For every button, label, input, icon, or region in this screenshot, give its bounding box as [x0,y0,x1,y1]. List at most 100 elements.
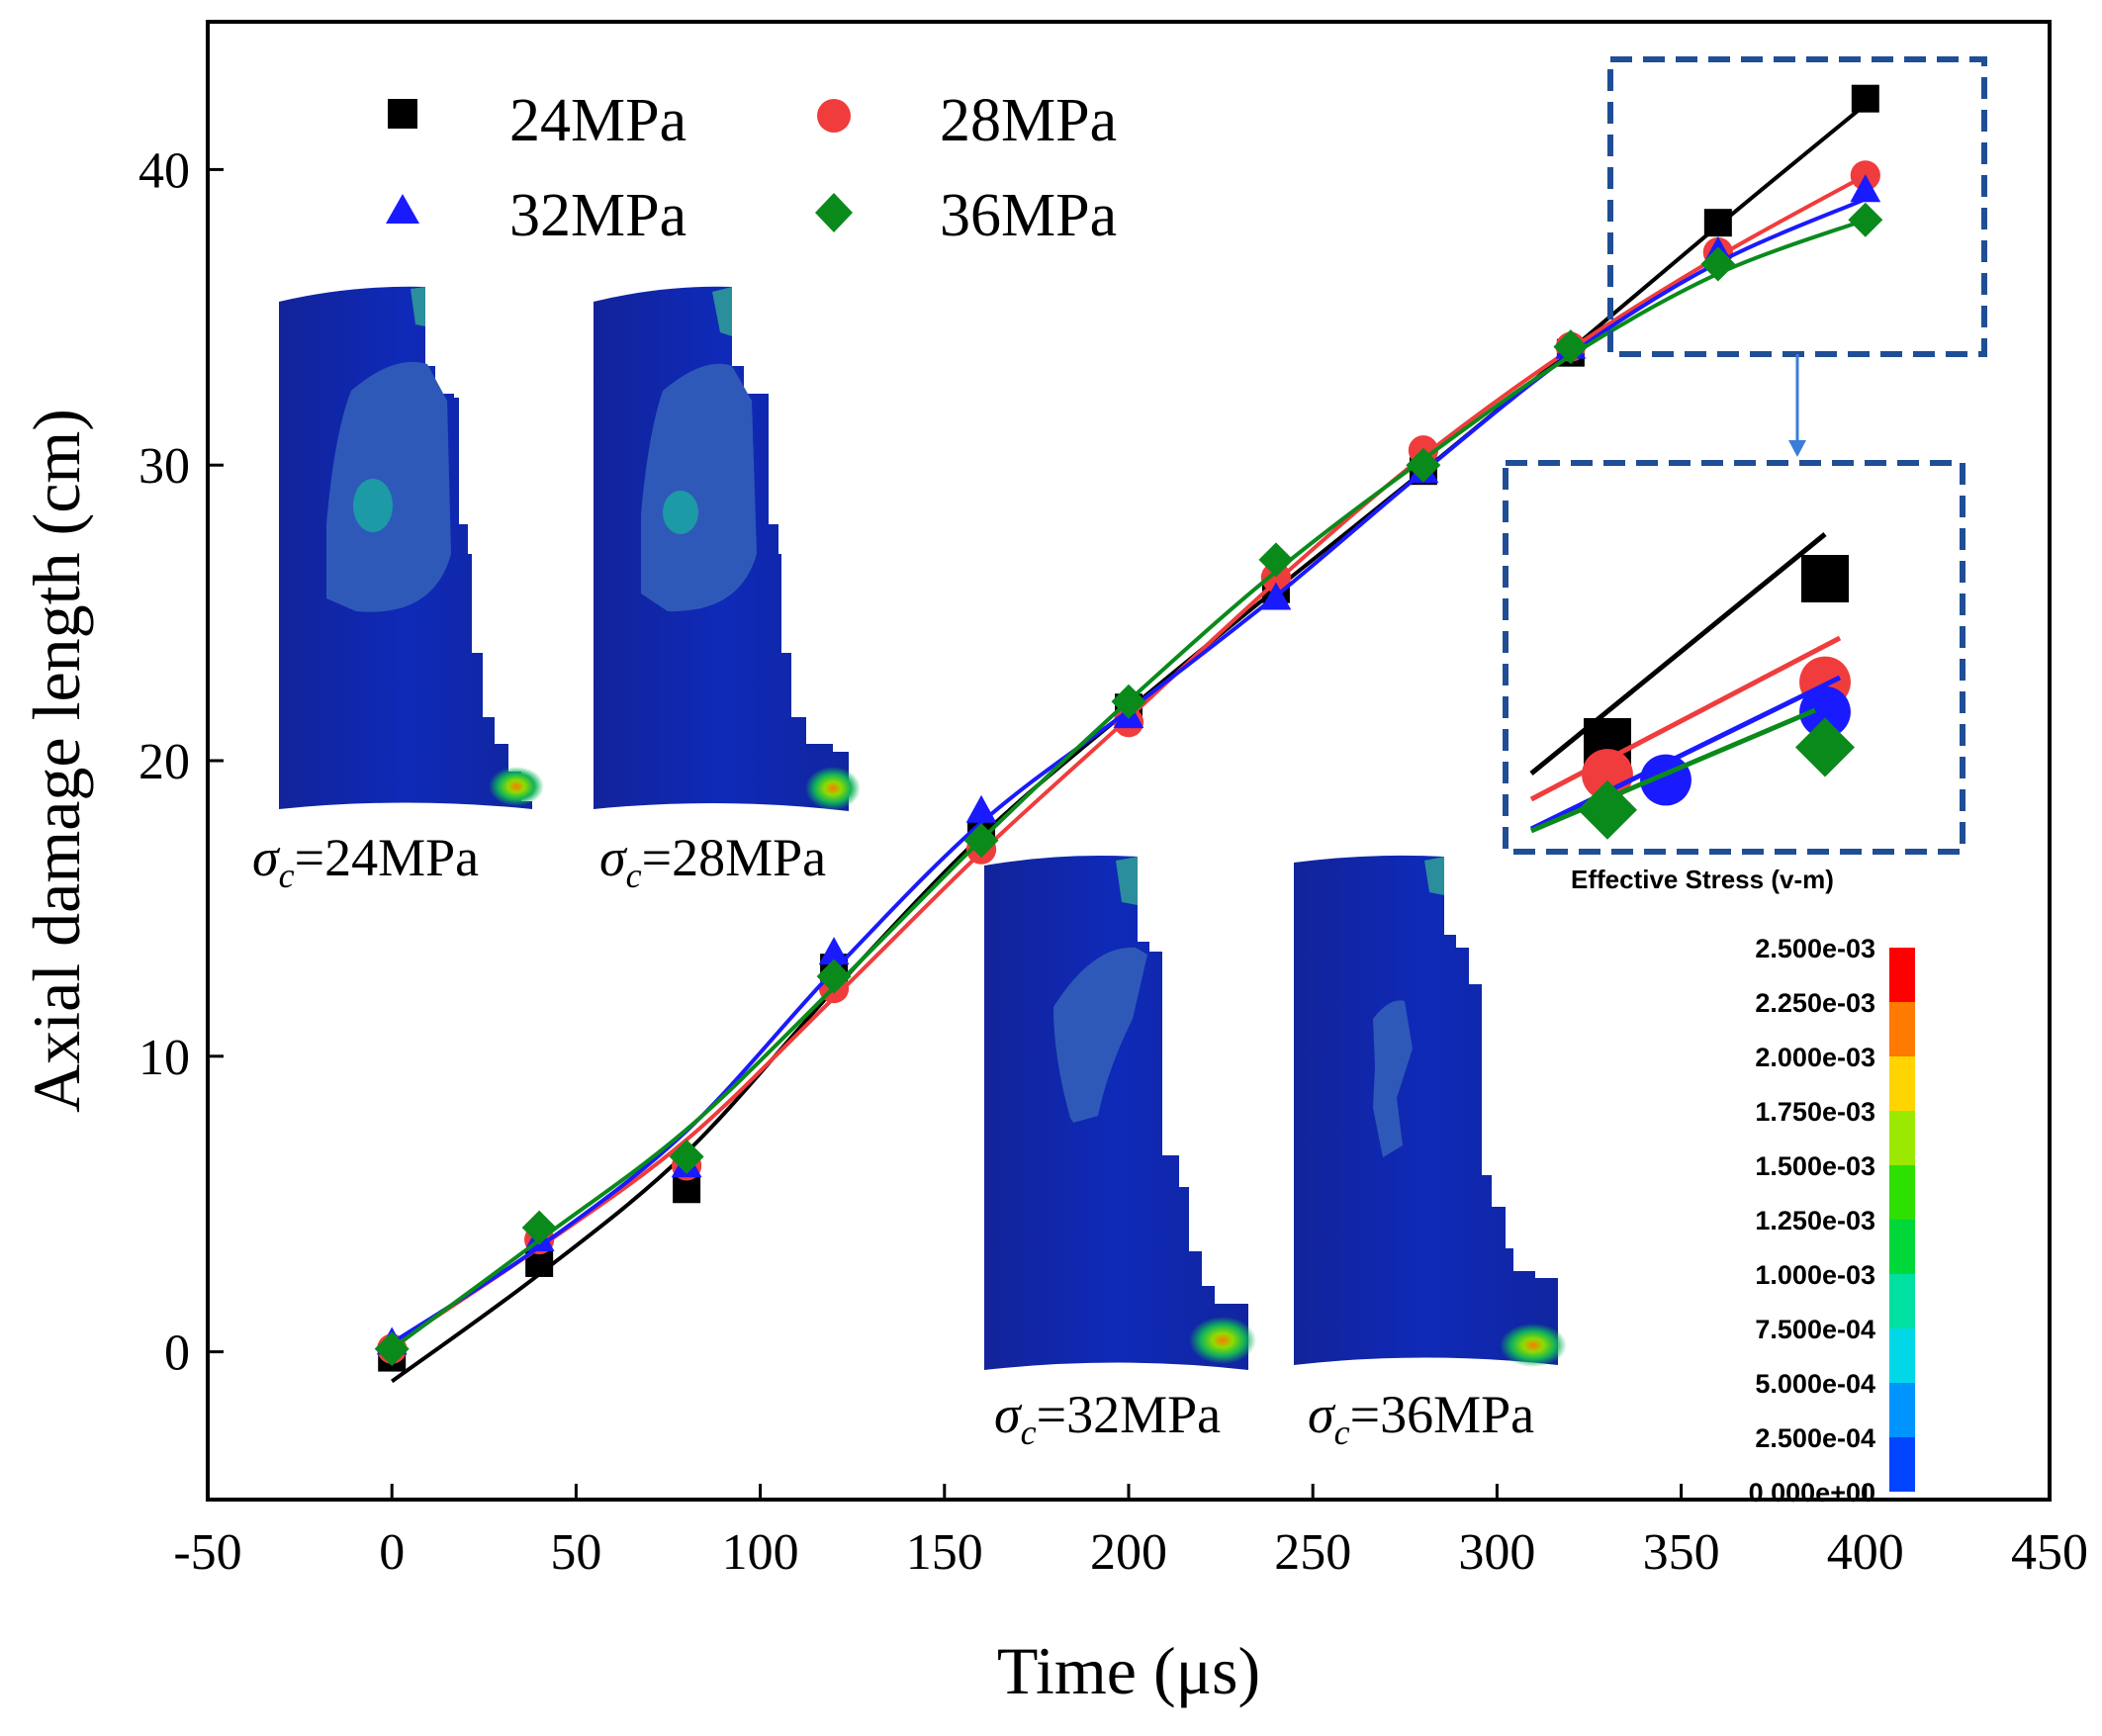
colorbar-swatch [1889,1220,1915,1274]
data-point-28mpa [1260,562,1292,593]
data-point-24mpa [1703,209,1732,237]
legend-marker-28mpa [817,99,851,133]
inset-line-32mpa [1529,675,1842,832]
colorbar-swatch [1889,948,1915,1002]
x-tick-label: 400 [1827,1524,1904,1581]
data-point-32mpa [1850,174,1881,203]
zoom-box [1607,56,1987,357]
data-point-36mpa [1111,684,1146,719]
colorbar-tick-label: 1.500e-03 [1755,1151,1875,1181]
legend-marker-24mpa [388,99,417,129]
x-tick-label: 450 [2011,1524,2088,1581]
colorbar-swatch [1889,1002,1915,1056]
colorbar-tick-label: 2.250e-03 [1755,988,1875,1018]
colorbar-tick-label: 7.500e-04 [1755,1315,1875,1344]
data-point-36mpa [963,823,999,859]
contour-label-36mpa-subscript: c [1334,1413,1350,1452]
contour-label-24mpa-symbol: σ [252,828,281,887]
colorbar-tick-label: 1.000e-03 [1755,1260,1875,1290]
legend-label-28mpa: 28MPa [940,87,1117,154]
legend-label-36mpa: 36MPa [940,182,1117,249]
colorbar-swatch [1889,1383,1915,1437]
y-tick-label: 40 [138,142,190,199]
axes: -50 0 50 100 150 200 250 300 350 400 450 0 10 20 30 40 T… [19,142,2088,1708]
inset-line-24mpa [1529,532,1827,776]
contour-label-24mpa-subscript: c [279,856,295,895]
data-point-36mpa [1258,542,1294,578]
zoom-arrow-head [1788,440,1806,457]
contour-label-32mpa-subscript: c [1021,1413,1037,1452]
contour-label-36mpa-symbol: σ [1308,1385,1336,1444]
x-tick-label: -50 [173,1524,241,1581]
colorbar-swatch [1889,1056,1915,1111]
y-tick-label: 20 [138,734,190,790]
contour-label-24mpa-value: =24MPa [295,828,480,887]
colorbar-swatch [1889,1274,1915,1328]
colorbar-swatch [1889,1165,1915,1220]
colorbar-tick-label: 1.250e-03 [1755,1206,1875,1235]
x-tick-label: 100 [722,1524,799,1581]
legend-marker-36mpa [815,193,853,232]
data-point-32mpa [1260,582,1292,610]
colorbar: 2.500e-03 2.250e-03 2.000e-03 1.750e-03 1.50… [1749,934,1915,1508]
data-point-32mpa [965,794,997,823]
x-tick-label: 50 [550,1524,601,1581]
y-axis-label: Axial damage length (cm) [19,409,94,1113]
data-point-36mpa [1700,246,1736,282]
contour-label-36mpa: σc=36MPa [1308,1385,1534,1452]
contour-label-24mpa: σc=24MPa [252,828,479,895]
data-point-36mpa [1553,329,1589,365]
x-tick-label: 250 [1274,1524,1351,1581]
colorbar-swatch [1889,1437,1915,1492]
contour-label-28mpa-value: =28MPa [642,828,827,887]
data-point-36mpa [1848,202,1883,237]
inset-box [1503,460,1965,855]
colorbar-tick-label: 2.500e-04 [1755,1423,1875,1453]
contour-label-28mpa-symbol: σ [599,828,628,887]
legend-marker-32mpa [386,194,419,224]
contour-label-28mpa: σc=28MPa [599,828,826,895]
legend: 24MPa 28MPa 32MPa 36MPa [386,87,1117,249]
x-tick-label: 0 [379,1524,405,1581]
contour-label-36mpa-value: =36MPa [1350,1385,1535,1444]
inset-panel [1503,460,1965,855]
x-tick-label: 200 [1090,1524,1167,1581]
data-point-24mpa [1851,84,1879,113]
contour-label-32mpa: σc=32MPa [994,1385,1221,1452]
y-tick-label: 10 [138,1030,190,1086]
inset-label: Effective Stress (v-m) [1571,865,1834,894]
data-point-36mpa [669,1139,704,1174]
colorbar-tick-label: 1.750e-03 [1755,1097,1875,1127]
colorbar-tick-label: 0.000e+00 [1749,1478,1875,1508]
contour-label-32mpa-symbol: σ [994,1385,1023,1444]
legend-label-32mpa: 32MPa [509,182,686,249]
inset-point-36mpa [1578,779,1637,840]
data-point-36mpa [816,959,852,994]
contour-image-28mpa [594,286,861,812]
x-tick-label: 350 [1643,1524,1720,1581]
contour-label-32mpa-value: =32MPa [1037,1385,1222,1444]
contour-image-36mpa [1294,855,1567,1367]
colorbar-tick-label: 5.000e-04 [1755,1369,1875,1399]
y-tick-label: 30 [138,438,190,495]
inset-line-36mpa [1530,707,1816,834]
colorbar-swatch [1889,1328,1915,1383]
y-tick-label: 0 [164,1325,190,1382]
x-axis-label: Time (μs) [997,1633,1260,1708]
colorbar-tick-label: 2.000e-03 [1755,1043,1875,1072]
inset-point-32mpa [1799,685,1851,738]
contour-image-24mpa [279,286,544,810]
data-point-36mpa [374,1331,410,1367]
data-point-36mpa [1406,447,1441,483]
contour-image-32mpa [984,856,1256,1370]
colorbar-swatch [1889,1111,1915,1165]
colorbar-tick-label: 2.500e-03 [1755,934,1875,963]
data-point-32mpa [818,937,850,965]
inset-point-36mpa [1795,717,1855,777]
legend-label-24mpa: 24MPa [509,87,686,154]
inset-point-24mpa [1801,555,1849,602]
data-point-36mpa [521,1210,557,1245]
contour-label-28mpa-subscript: c [626,856,642,895]
x-tick-label: 150 [906,1524,983,1581]
